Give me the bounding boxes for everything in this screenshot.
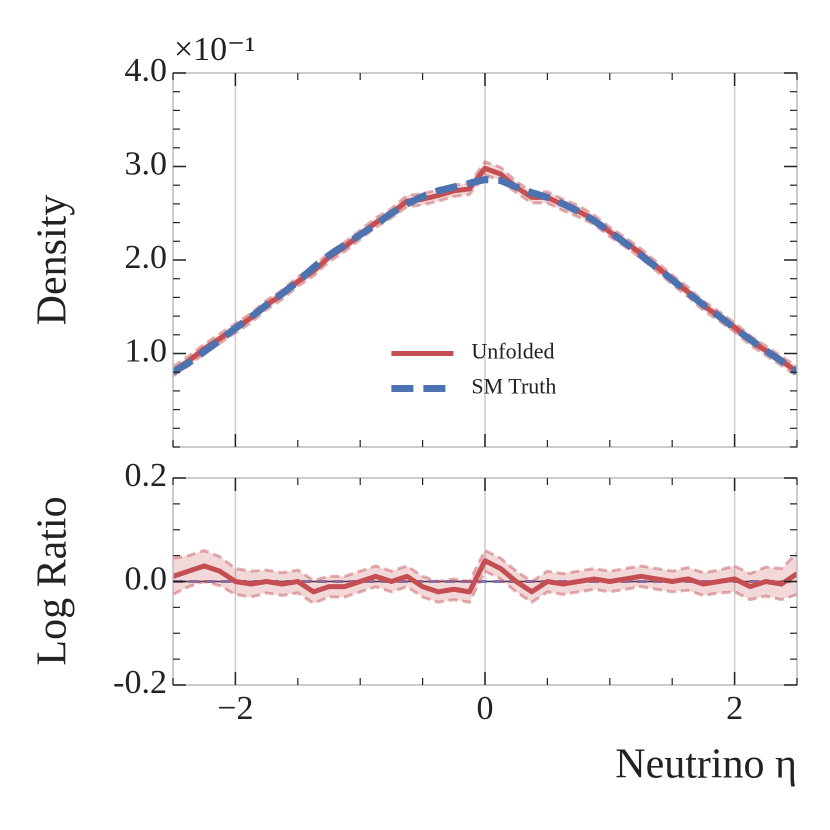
error-band bbox=[173, 550, 797, 604]
series-line bbox=[173, 558, 797, 595]
x-tick-label: 2 bbox=[726, 690, 743, 727]
y-tick-label: -0.2 bbox=[113, 664, 167, 701]
legend-label: Unfolded bbox=[471, 339, 554, 364]
y-tick-label: 3.0 bbox=[125, 145, 168, 182]
x-axis-label: Neutrino η bbox=[615, 742, 797, 788]
y-axis-label: Density bbox=[30, 195, 76, 326]
y-tick-label: 4.0 bbox=[125, 52, 168, 89]
plot-area bbox=[173, 73, 797, 447]
x-tick-label: −2 bbox=[217, 690, 253, 727]
error-edge bbox=[173, 173, 797, 378]
series-line bbox=[173, 176, 797, 376]
y-offset-label: ×10⁻¹ bbox=[174, 31, 255, 68]
y-tick-label: 2.0 bbox=[125, 239, 168, 276]
y-axis-label: Log Ratio bbox=[30, 496, 76, 665]
y-tick-label: 1.0 bbox=[125, 332, 168, 369]
y-tick-label: 0.0 bbox=[125, 560, 168, 597]
x-tick-label: 0 bbox=[477, 690, 494, 727]
y-tick-label: 0.2 bbox=[125, 457, 168, 494]
legend-label: SM Truth bbox=[471, 374, 556, 399]
plot-area bbox=[173, 478, 797, 685]
